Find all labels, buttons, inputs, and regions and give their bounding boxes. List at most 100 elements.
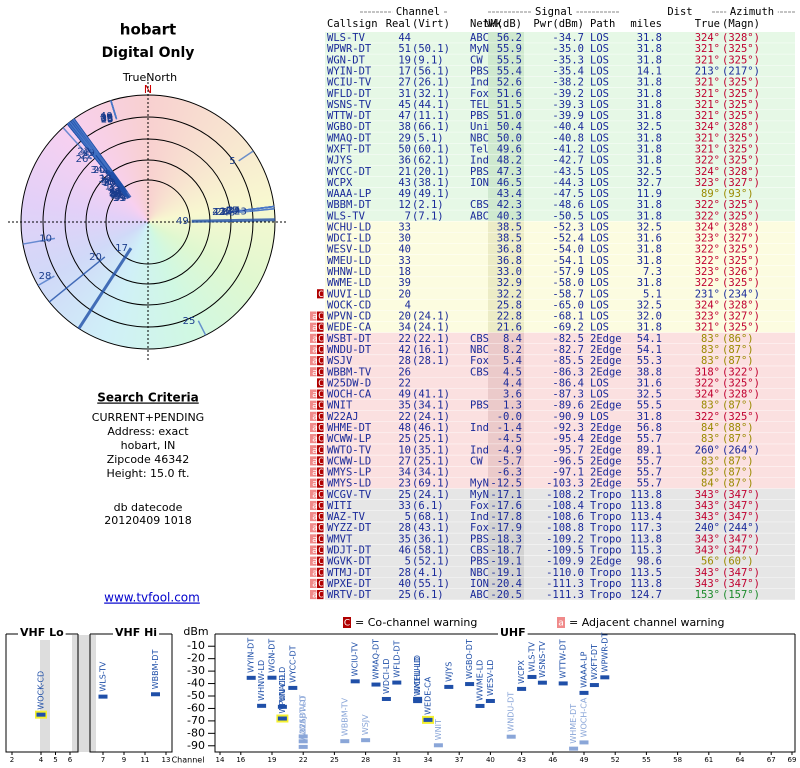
cell: 39 — [398, 277, 411, 289]
spectrum-signal — [298, 734, 308, 739]
band-label: UHF — [500, 626, 526, 639]
site-link[interactable]: www.tvfool.com — [104, 591, 200, 605]
cell: (28.1) — [412, 355, 450, 367]
column-header: Netwk — [470, 18, 502, 30]
cell: -35.3 — [552, 54, 584, 66]
spectrum-signal — [475, 703, 485, 708]
cell: 5 — [405, 556, 411, 568]
warning-icon — [317, 578, 324, 588]
radar-signal — [70, 120, 110, 171]
channel-tick-label: 49 — [580, 756, 589, 764]
cell: (325°) — [722, 54, 760, 66]
cell: 322° — [695, 199, 720, 211]
cell: -34.7 — [552, 32, 584, 44]
warning-icon — [310, 590, 317, 600]
radar-channel: 28 — [39, 271, 52, 282]
warning-icon — [310, 344, 317, 355]
row-bg — [325, 366, 795, 378]
radar-channel: 30 — [103, 178, 116, 189]
row-bg — [325, 321, 795, 333]
cell: WAAA-LP — [327, 188, 371, 200]
nm-col-bg — [488, 87, 524, 99]
cell: 36.8 — [497, 244, 522, 256]
cell: 83° — [701, 355, 720, 367]
spectrum-callsign: WNIT — [434, 719, 443, 740]
cell: (55.1) — [412, 578, 450, 590]
channel-tick-label: 43 — [517, 756, 526, 764]
cell: 153° — [695, 589, 720, 601]
spectrum-signal — [151, 692, 160, 697]
warning-flags: aC — [312, 345, 324, 355]
warning-flags: aC — [312, 490, 324, 500]
spectrum-callsign: WJYS — [444, 662, 453, 682]
cell: 2Edge — [590, 467, 622, 479]
cell: WMYS-LP — [327, 467, 371, 479]
cell: 31.8 — [637, 32, 662, 44]
cell: WCGV-TV — [327, 489, 372, 501]
row-bg — [325, 444, 795, 456]
cell: 18 — [398, 266, 411, 278]
cell: 343° — [695, 578, 720, 590]
cell: WCIU-TV — [327, 77, 372, 89]
cell: -4.9 — [497, 444, 522, 456]
cell: -68.1 — [552, 311, 584, 323]
cell: LOS — [590, 377, 609, 389]
cell: 34 — [398, 322, 411, 334]
nm-col-bg — [488, 109, 524, 122]
channel-tick-label: 67 — [767, 756, 776, 764]
cell: WJYS — [327, 155, 352, 167]
cell: LOS — [590, 411, 609, 423]
cell: -92.3 — [552, 422, 584, 434]
datecode-label: db datecode — [114, 501, 183, 514]
warning-flags: C — [318, 379, 324, 389]
cell: (25.1) — [412, 455, 450, 467]
cell: 32.5 — [637, 221, 662, 233]
warning-icon — [310, 322, 317, 332]
spectrum-signal — [600, 675, 610, 680]
channel-tick-label: 11 — [141, 756, 150, 764]
cell: 113.5 — [630, 567, 662, 579]
y-tick-label: -90 — [187, 739, 205, 752]
cell: 322° — [695, 411, 720, 423]
radar-channel: 25 — [101, 114, 114, 125]
cell: WYCC-DT — [327, 166, 372, 178]
cell: 32.7 — [637, 177, 662, 189]
radar-channel: 5 — [229, 156, 235, 167]
cell: 31.6 — [637, 377, 662, 389]
cell: (24.1) — [412, 311, 450, 323]
radar-signal — [48, 256, 106, 303]
spectrum-signal — [413, 699, 423, 704]
cell: LOS — [590, 65, 609, 77]
cell: WPWR-DT — [327, 43, 372, 55]
cell: 84° — [701, 422, 720, 434]
cell: Tropo — [590, 578, 622, 590]
group-header: Dist — [667, 6, 692, 18]
cell: 26 — [398, 366, 411, 378]
cell: (36.1) — [412, 533, 450, 545]
radar-signal — [22, 237, 56, 245]
criteria-line: hobart, IN — [121, 439, 176, 452]
spectrum-callsign: WOCH-CA — [580, 697, 589, 737]
cell: (325°) — [722, 132, 760, 144]
row-bg — [325, 165, 795, 177]
cell: (87°) — [722, 455, 754, 467]
spectrum-signal — [392, 680, 402, 685]
spectrum-callsign: WAAA-LP — [580, 651, 589, 688]
cell: 113.8 — [630, 500, 662, 512]
nm-col-bg — [488, 477, 524, 489]
spectrum-signal — [558, 681, 568, 686]
cell: 49 — [398, 389, 411, 401]
cell: -18.3 — [490, 533, 522, 545]
warning-flags: aC — [312, 390, 324, 400]
cell: 51.6 — [497, 88, 522, 100]
cell: 51.5 — [497, 99, 522, 111]
cell: WLS-TV — [327, 32, 366, 44]
warning-flags: aC — [312, 435, 324, 445]
cell: CBS — [470, 545, 489, 557]
radar-channel: 35 — [220, 206, 233, 217]
warning-icon — [317, 567, 324, 577]
radar-channel: 22 — [77, 147, 90, 158]
cell: 33 — [398, 221, 411, 233]
cell: 48 — [398, 422, 411, 434]
spectrum-signal — [371, 682, 381, 687]
